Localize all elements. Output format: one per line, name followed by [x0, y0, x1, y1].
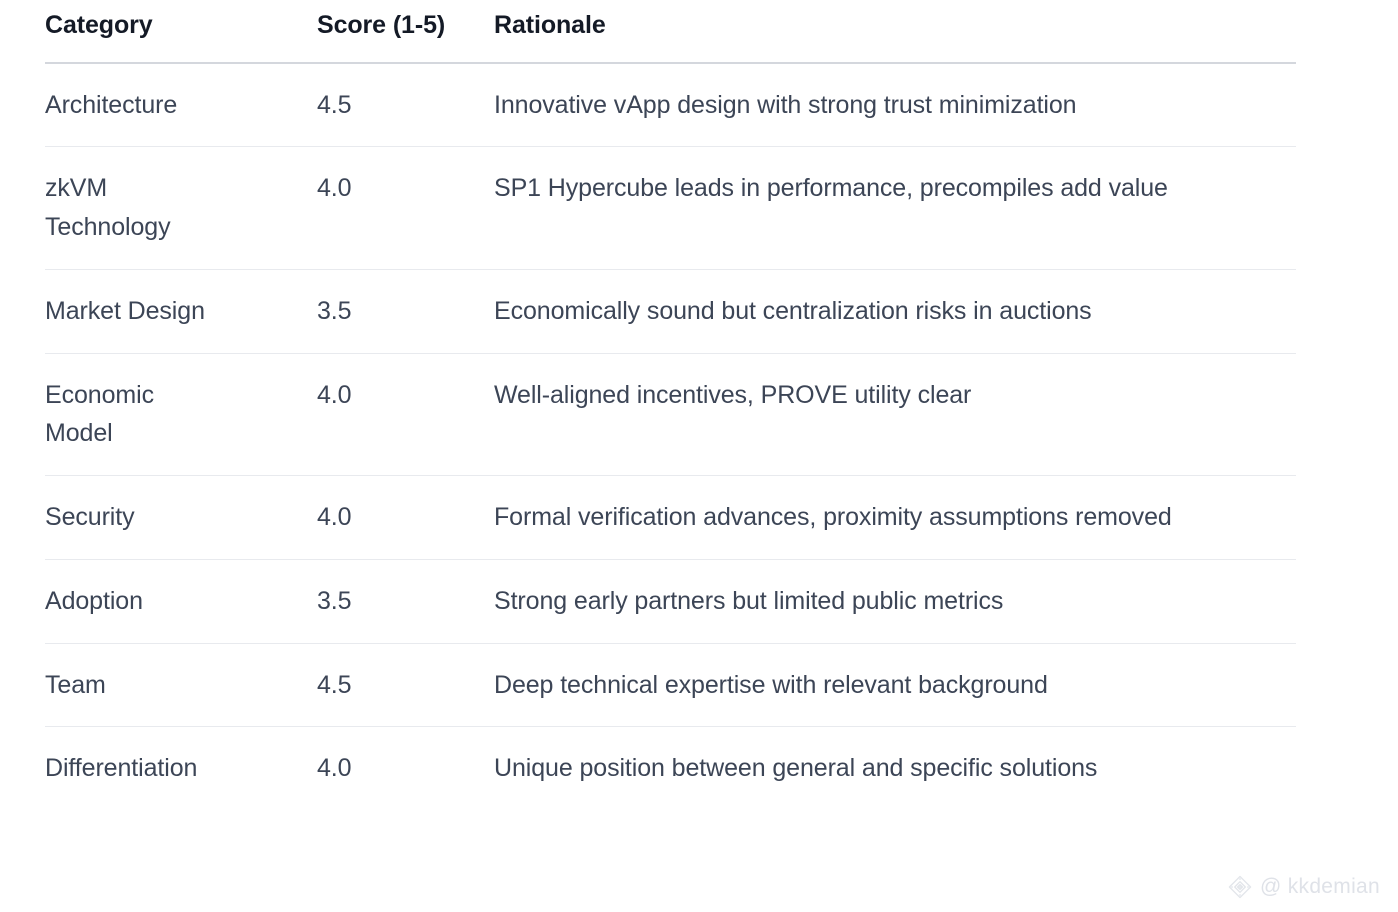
column-header-score: Score (1-5) [315, 0, 492, 64]
cell-score: 4.0 [315, 353, 492, 476]
cell-category: Economic Model [45, 353, 315, 476]
cell-rationale-text: Strong early partners but limited public… [494, 586, 1004, 615]
table-row: Differentiation 4.0 Unique position betw… [45, 727, 1296, 810]
cell-rationale-text: SP1 Hypercube leads in performance, prec… [494, 174, 1168, 203]
cell-score: 4.0 [315, 727, 492, 810]
cell-score-text: 4.0 [317, 380, 352, 409]
table-row: Team 4.5 Deep technical expertise with r… [45, 643, 1296, 728]
cell-score: 4.5 [315, 643, 492, 728]
cell-category: Security [45, 475, 315, 560]
cell-category-text: Adoption [45, 586, 143, 615]
watermark: @ kkdemian [1227, 874, 1380, 900]
cell-rationale: Formal verification advances, proximity … [492, 475, 1296, 560]
cell-rationale-text: Formal verification advances, proximity … [494, 503, 1172, 531]
cell-category-text: zkVM Technology [45, 174, 171, 241]
cell-rationale: SP1 Hypercube leads in performance, prec… [492, 146, 1296, 270]
cell-score-text: 4.0 [317, 503, 352, 531]
table-row: Economic Model 4.0 Well-aligned incentiv… [45, 353, 1296, 476]
table-row: Market Design 3.5 Economically sound but… [45, 269, 1296, 354]
table-header-row: Category Score (1-5) Rationale [45, 0, 1296, 64]
cell-category: Architecture [45, 62, 315, 148]
cell-rationale: Well-aligned incentives, PROVE utility c… [492, 353, 1296, 476]
cell-rationale-text: Deep technical expertise with relevant b… [494, 670, 1048, 699]
table-row: Security 4.0 Formal verification advance… [45, 475, 1296, 560]
cell-category: zkVM Technology [45, 146, 315, 270]
cell-score-text: 3.5 [317, 586, 352, 615]
cell-rationale: Unique position between general and spec… [492, 727, 1296, 810]
cell-category: Adoption [45, 559, 315, 644]
cell-category-text: Security [45, 503, 135, 531]
column-header-rationale-label: Rationale [494, 11, 606, 39]
cell-score: 4.0 [315, 146, 492, 270]
cell-score: 4.5 [315, 62, 492, 148]
cell-category: Market Design [45, 269, 315, 354]
table-row: Architecture 4.5 Innovative vApp design … [45, 62, 1296, 148]
table-row: zkVM Technology 4.0 SP1 Hypercube leads … [45, 146, 1296, 270]
column-header-category-label: Category [45, 11, 153, 39]
cell-category-text: Team [45, 670, 106, 699]
cell-score-text: 4.0 [317, 754, 352, 783]
cell-category-text: Market Design [45, 296, 205, 325]
cell-rationale-text: Unique position between general and spec… [494, 754, 1098, 783]
cell-score: 4.0 [315, 475, 492, 560]
table-header: Category Score (1-5) Rationale [45, 0, 1296, 64]
diamond-logo-icon [1227, 874, 1253, 900]
cell-rationale-text: Economically sound but centralization ri… [494, 296, 1092, 325]
cell-category-text: Economic Model [45, 380, 154, 448]
cell-score-text: 4.5 [317, 670, 352, 699]
column-header-category: Category [45, 0, 315, 64]
table-body: Architecture 4.5 Innovative vApp design … [45, 62, 1296, 811]
cell-score: 3.5 [315, 269, 492, 354]
scorecard-table: Category Score (1-5) Rationale Architect… [45, 0, 1296, 810]
cell-score-text: 4.5 [317, 90, 352, 119]
cell-rationale: Innovative vApp design with strong trust… [492, 62, 1296, 148]
cell-rationale: Strong early partners but limited public… [492, 559, 1296, 644]
cell-category-text: Differentiation [45, 754, 198, 783]
watermark-handle: @ kkdemian [1259, 875, 1380, 898]
cell-rationale: Economically sound but centralization ri… [492, 269, 1296, 354]
column-header-rationale: Rationale [492, 0, 1296, 64]
cell-rationale-text: Well-aligned incentives, PROVE utility c… [494, 380, 972, 409]
cell-rationale-text: Innovative vApp design with strong trust… [494, 90, 1077, 119]
cell-category: Differentiation [45, 727, 315, 810]
column-header-score-label: Score (1-5) [317, 11, 446, 39]
cell-score-text: 4.0 [317, 174, 352, 203]
cell-score: 3.5 [315, 559, 492, 644]
cell-rationale: Deep technical expertise with relevant b… [492, 643, 1296, 728]
scorecard-table-container: Category Score (1-5) Rationale Architect… [45, 0, 1296, 810]
cell-category-text: Architecture [45, 90, 178, 119]
cell-category: Team [45, 643, 315, 728]
cell-score-text: 3.5 [317, 296, 352, 325]
table-row: Adoption 3.5 Strong early partners but l… [45, 559, 1296, 644]
